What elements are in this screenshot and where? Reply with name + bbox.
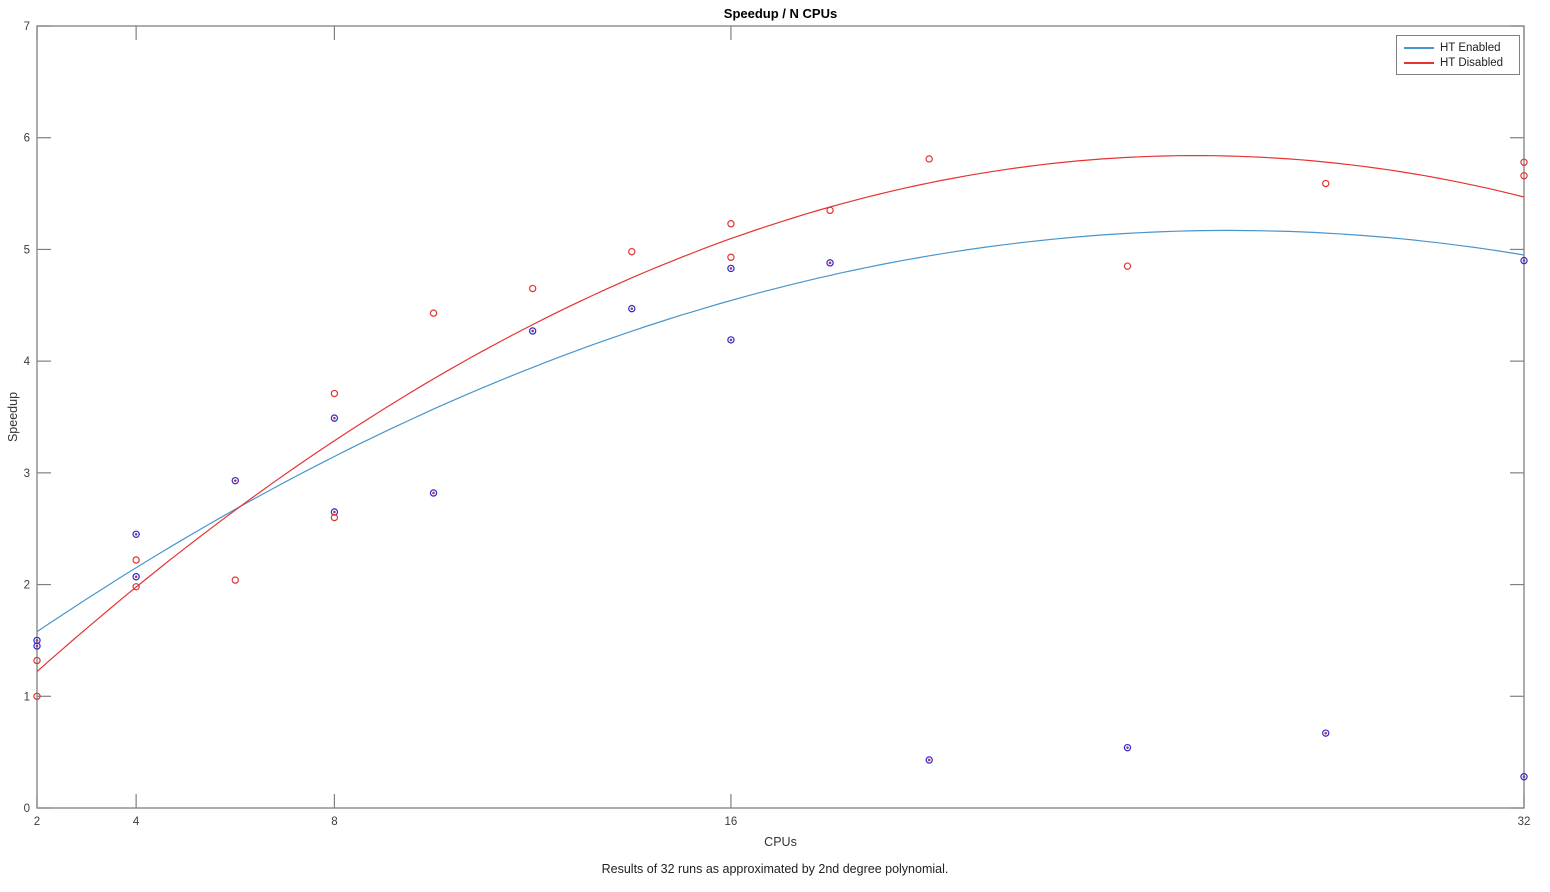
data-point-center-ht-enabled xyxy=(1522,259,1526,262)
legend-line-sample-ht-disabled xyxy=(1404,61,1434,64)
x-tick-label: 32 xyxy=(1518,816,1531,828)
y-axis-label: Speedup xyxy=(6,391,20,443)
data-point-ht-enabled xyxy=(33,642,41,650)
y-tick-label: 0 xyxy=(24,803,30,815)
legend-label-ht-enabled: HT Enabled xyxy=(1440,41,1501,54)
y-tick-label: 6 xyxy=(24,133,30,145)
y-tick-label: 4 xyxy=(24,356,31,368)
data-point-ht-disabled xyxy=(528,284,537,293)
x-tick-label: 8 xyxy=(331,816,337,828)
figure-caption: Results of 32 runs as approximated by 2n… xyxy=(601,862,949,876)
data-point-ht-disabled xyxy=(231,576,239,584)
data-point-ht-disabled xyxy=(132,583,140,591)
data-point-center-ht-enabled xyxy=(35,639,39,642)
legend-line-sample-ht-enabled xyxy=(1404,46,1434,49)
data-point-ht-disabled xyxy=(727,220,735,228)
plot-box xyxy=(36,25,1525,809)
x-axis-label: CPUs xyxy=(764,835,797,849)
data-point-ht-disabled xyxy=(1123,262,1132,270)
legend-label-ht-disabled: HT Disabled xyxy=(1440,56,1504,69)
data-point-ht-disabled xyxy=(330,513,339,522)
data-point-center-ht-enabled xyxy=(1324,731,1328,735)
x-tick-label: 2 xyxy=(34,816,40,828)
chart-title: Speedup / N CPUs xyxy=(723,6,838,21)
data-point-ht-disabled xyxy=(925,155,933,163)
y-tick-label: 5 xyxy=(24,244,30,256)
data-point-ht-enabled xyxy=(925,756,933,764)
data-point-center-ht-enabled xyxy=(333,510,336,514)
data-point-center-ht-enabled xyxy=(333,416,336,420)
y-tick-label: 2 xyxy=(24,580,30,592)
data-point-ht-disabled xyxy=(727,253,735,261)
data-point-center-ht-enabled xyxy=(35,644,39,648)
data-point-center-ht-enabled xyxy=(828,261,832,265)
data-point-ht-enabled xyxy=(132,573,140,581)
data-point-ht-enabled xyxy=(1322,729,1330,737)
data-point-ht-disabled xyxy=(1520,158,1528,166)
data-point-ht-disabled xyxy=(330,389,339,398)
legend-entry-ht-enabled: HT Enabled xyxy=(1404,40,1513,55)
data-point-center-ht-enabled xyxy=(729,338,733,342)
data-point-ht-enabled xyxy=(528,327,537,335)
data-point-ht-enabled xyxy=(727,264,735,273)
data-point-ht-disabled xyxy=(429,309,438,317)
data-point-center-ht-enabled xyxy=(134,575,138,579)
data-point-ht-enabled xyxy=(132,530,140,539)
data-point-ht-enabled xyxy=(1520,773,1528,781)
x-tick-label: 16 xyxy=(725,816,738,828)
legend-entry-ht-disabled: HT Disabled xyxy=(1404,55,1513,70)
data-point-ht-enabled xyxy=(231,476,239,485)
data-point-center-ht-enabled xyxy=(1522,775,1526,779)
y-tick-label: 1 xyxy=(24,691,30,703)
data-point-ht-enabled xyxy=(330,508,339,516)
data-point-center-ht-enabled xyxy=(432,491,435,495)
data-point-ht-disabled xyxy=(33,692,41,700)
data-point-ht-enabled xyxy=(429,489,438,497)
y-tick-label: 3 xyxy=(24,468,30,480)
data-point-ht-disabled xyxy=(826,206,834,215)
data-point-ht-enabled xyxy=(1520,256,1528,265)
data-point-center-ht-enabled xyxy=(630,307,634,310)
data-point-ht-enabled xyxy=(33,636,41,645)
data-point-ht-disabled xyxy=(628,247,636,256)
data-point-center-ht-enabled xyxy=(233,479,237,482)
data-point-ht-disabled xyxy=(33,656,41,665)
data-point-ht-disabled xyxy=(132,556,140,564)
data-point-ht-disabled xyxy=(1322,179,1330,188)
data-point-ht-disabled xyxy=(1520,171,1528,180)
data-point-ht-enabled xyxy=(1123,743,1132,752)
fit-curve-ht-enabled xyxy=(36,229,1525,633)
data-point-center-ht-enabled xyxy=(729,267,733,270)
data-point-ht-enabled xyxy=(330,414,339,422)
data-point-center-ht-enabled xyxy=(1126,746,1129,749)
data-point-center-ht-enabled xyxy=(134,533,138,536)
y-tick-label: 7 xyxy=(24,21,30,33)
data-point-center-ht-enabled xyxy=(531,329,534,333)
legend: HT Enabled HT Disabled xyxy=(1396,35,1520,75)
data-point-ht-enabled xyxy=(628,304,636,313)
data-point-center-ht-enabled xyxy=(927,758,931,762)
data-point-ht-enabled xyxy=(727,336,735,344)
x-tick-label: 4 xyxy=(133,816,140,828)
fit-curve-ht-disabled xyxy=(36,155,1525,673)
data-point-ht-enabled xyxy=(826,259,834,267)
